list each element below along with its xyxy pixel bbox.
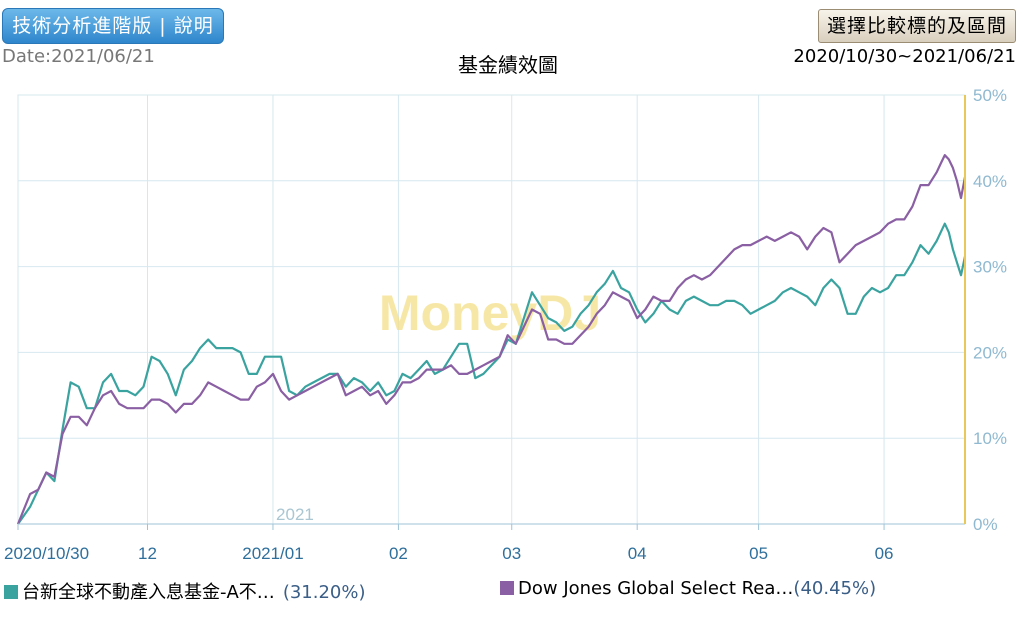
y-tick-label: 20% <box>973 343 1007 362</box>
y-tick-label: 0% <box>973 515 998 534</box>
legend-value-index: (40.45%) <box>793 578 877 599</box>
legend-value-fund: (31.20%) <box>282 582 366 603</box>
watermark: MoneyDJ <box>379 285 601 341</box>
technical-analysis-button[interactable]: 技術分析進階版 | 說明 <box>2 8 224 44</box>
series-layer <box>16 154 967 525</box>
y-tick-label: 10% <box>973 429 1007 448</box>
compare-selection-button[interactable]: 選擇比較標的及區間 <box>818 9 1016 43</box>
date-range-label: 2020/10/30~2021/06/21 <box>793 46 1016 67</box>
year-annotation: 2021 <box>276 505 314 524</box>
x-tick-label: 03 <box>502 544 521 563</box>
date-label: Date:2021/06/21 <box>2 46 155 67</box>
y-tick-label: 30% <box>973 258 1007 277</box>
legend-swatch-index <box>500 581 514 595</box>
legend-name-fund: 台新全球不動產入息基金-A不… <box>22 582 275 603</box>
legend-item-fund[interactable]: 台新全球不動產入息基金-A不… (31.20%) <box>4 578 366 604</box>
series-line-index <box>16 154 967 525</box>
x-tick-label: 05 <box>749 544 768 563</box>
x-tick-label: 2020/10/30 <box>4 544 89 563</box>
performance-chart: MoneyDJ 0% 10% 20% 30% 40% 50% 2020/10/30 12 202… <box>4 86 1007 563</box>
legend-name-index: Dow Jones Global Select Rea… <box>518 578 794 599</box>
x-tick-label: 04 <box>628 544 647 563</box>
chart-axes: 0% 10% 20% 30% 40% 50% 2020/10/30 12 2021/01 02 03… <box>4 86 1007 563</box>
chart-title: 基金績效圖 <box>458 53 558 77</box>
x-tick-label: 2021/01 <box>242 544 303 563</box>
series-line-fund <box>17 222 967 525</box>
y-tick-label: 50% <box>973 86 1007 105</box>
x-tick-label: 02 <box>389 544 408 563</box>
legend-item-index[interactable]: Dow Jones Global Select Rea…(40.45%) <box>500 578 876 599</box>
x-tick-label: 12 <box>138 544 157 563</box>
x-tick-label: 06 <box>875 544 894 563</box>
y-tick-label: 40% <box>973 172 1007 191</box>
legend-swatch-fund <box>4 585 18 599</box>
